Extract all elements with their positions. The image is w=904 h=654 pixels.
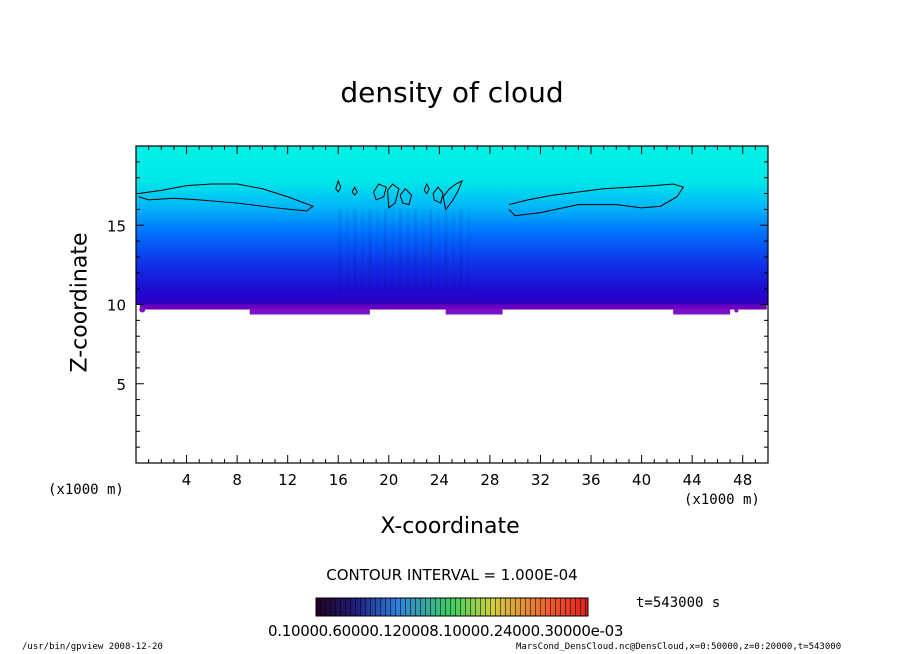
- cloud-density-field: [136, 146, 768, 305]
- y-tick-label: 15: [107, 217, 126, 235]
- density-band: [406, 209, 410, 292]
- x-tick-label: 40: [632, 471, 651, 489]
- density-band: [421, 209, 425, 292]
- density-band: [467, 209, 471, 292]
- x-tick-label: 32: [531, 471, 550, 489]
- cloud-base-patch: [673, 308, 731, 315]
- plot-area: [136, 146, 768, 315]
- y-tick-label: 5: [116, 376, 126, 394]
- colorbar-stripes: [316, 598, 588, 616]
- colorbar-labels: 0.10000.60000.120008.10000.24000.30000e-…: [268, 622, 624, 640]
- density-band: [360, 209, 364, 292]
- colorbar-frame: [315, 597, 589, 617]
- x-tick-label: 28: [480, 471, 499, 489]
- contour-line: [423, 182, 430, 195]
- density-band: [459, 209, 463, 292]
- contour-line: [399, 188, 413, 206]
- density-band: [429, 209, 433, 292]
- contour-line: [442, 179, 464, 211]
- density-band: [368, 209, 372, 292]
- x-axis-label: X-coordinate: [380, 514, 520, 539]
- density-band: [345, 209, 349, 292]
- x-tick-label: 4: [182, 471, 192, 489]
- y-axis-label: Z-coordinate: [67, 232, 93, 373]
- footer-program-date: /usr/bin/gpview 2008-12-20: [22, 642, 163, 652]
- x-tick-label: 48: [733, 471, 752, 489]
- x-tick-label: 24: [430, 471, 449, 489]
- chart-title: density of cloud: [340, 76, 564, 109]
- density-band: [376, 209, 380, 292]
- y-tick-label: 10: [107, 297, 126, 315]
- colorbar: [315, 597, 589, 617]
- density-band: [398, 209, 402, 292]
- x-tick-label: 20: [379, 471, 398, 489]
- cloud-base-patch: [294, 308, 370, 315]
- x-tick-label: 8: [232, 471, 242, 489]
- contour-line: [508, 183, 685, 217]
- cloud-base-layer: [139, 304, 767, 310]
- density-band: [391, 209, 395, 292]
- density-band: [436, 209, 440, 292]
- density-band: [444, 209, 448, 292]
- contour-line: [387, 183, 400, 209]
- x-tick-label: 16: [329, 471, 348, 489]
- footer-data-source: MarsCond_DensCloud.nc@DensCloud,x=0:5000…: [516, 642, 842, 652]
- density-band: [452, 209, 455, 292]
- contour-line: [351, 186, 358, 196]
- contour-line: [138, 183, 314, 212]
- cloud-base-patch: [249, 308, 326, 315]
- cloud-base-patch: [445, 308, 503, 315]
- x-tick-label: 36: [581, 471, 600, 489]
- contour-interval-label: CONTOUR INTERVAL = 1.000E-04: [326, 566, 578, 584]
- time-label: t=543000 s: [636, 595, 721, 611]
- x-tick-label: 12: [278, 471, 297, 489]
- density-band: [353, 209, 357, 292]
- density-band: [338, 209, 342, 292]
- contour-line: [335, 179, 342, 193]
- density-band: [383, 209, 387, 292]
- cloud-base-dot: [139, 306, 146, 313]
- density-band: [414, 209, 418, 292]
- x-unit-label-right: (x1000 m): [684, 492, 760, 508]
- x-tick-label: 44: [683, 471, 702, 489]
- x-unit-label-left: (x1000 m): [48, 482, 124, 498]
- contour-line: [373, 183, 387, 201]
- contour-line: [432, 186, 444, 204]
- cloud-base-dot: [734, 308, 739, 313]
